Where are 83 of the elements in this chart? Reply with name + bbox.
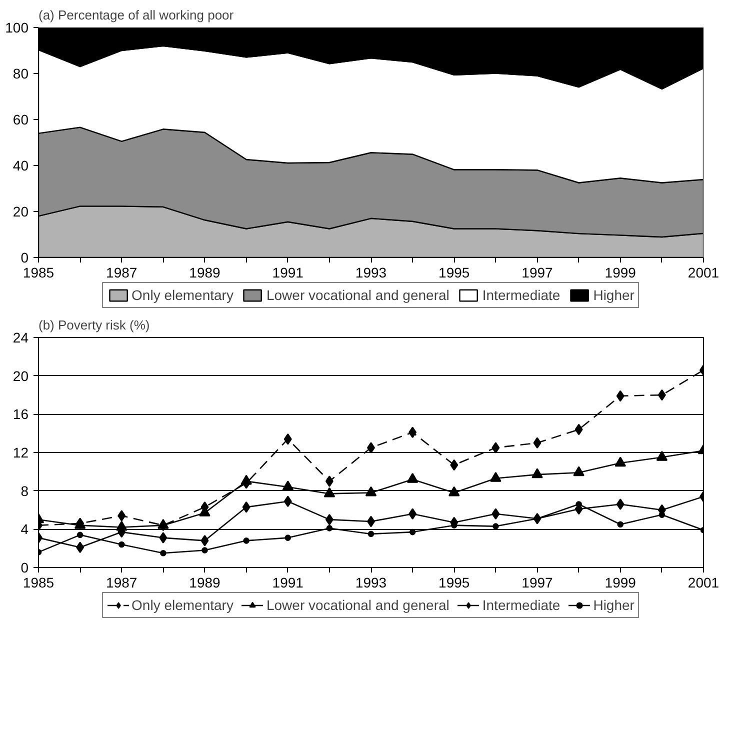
legend-label: Lower vocational and general — [266, 597, 450, 613]
legend-label: Intermediate — [482, 597, 560, 613]
point — [533, 437, 542, 449]
y-tick-label: 40 — [12, 158, 29, 174]
legend-label: Only elementary — [132, 597, 234, 613]
x-tick-label: 1997 — [522, 574, 554, 590]
point — [76, 542, 84, 554]
legend-label: Intermediate — [482, 287, 560, 303]
point — [200, 535, 209, 546]
y-tick-label: 8 — [20, 482, 29, 499]
legend-label: Only elementary — [132, 287, 234, 303]
point — [408, 508, 417, 520]
y-tick-label: 0 — [20, 250, 29, 266]
legend-label: Higher — [593, 287, 634, 303]
legend-label: Lower vocational and general — [266, 287, 450, 303]
y-tick-label: 0 — [20, 560, 29, 576]
x-tick-label: 1991 — [272, 264, 304, 280]
point — [202, 547, 208, 554]
point — [617, 521, 624, 528]
point — [282, 480, 294, 491]
x-tick-label: 1989 — [189, 264, 221, 280]
x-tick-label: 1985 — [22, 574, 54, 590]
point — [656, 450, 668, 461]
point — [658, 512, 666, 518]
chart-title: (a) Percentage of all working poor — [38, 8, 234, 22]
x-tick-label: 1999 — [604, 264, 636, 280]
point — [492, 508, 500, 520]
point — [490, 472, 502, 482]
y-tick-label: 20 — [12, 204, 29, 220]
x-tick-label: 1991 — [272, 574, 304, 590]
x-tick-label: 1993 — [355, 264, 387, 280]
point — [160, 550, 166, 556]
y-tick-label: 100 — [5, 20, 29, 36]
x-tick-label: 1995 — [438, 264, 470, 280]
x-tick-label: 1997 — [522, 264, 554, 280]
point — [284, 433, 292, 445]
chart-title: (b) Poverty risk (%) — [38, 318, 150, 332]
point — [325, 514, 334, 526]
x-tick-label: 1995 — [438, 574, 470, 590]
point — [532, 468, 543, 478]
legend-label: Higher — [593, 597, 634, 613]
point — [368, 530, 374, 538]
y-tick-label: 12 — [12, 444, 29, 460]
point — [616, 498, 624, 510]
x-tick-label: 1985 — [22, 264, 54, 280]
y-tick-label: 20 — [12, 368, 29, 384]
x-tick-label: 2001 — [688, 264, 720, 280]
y-tick-label: 24 — [12, 330, 29, 346]
point — [614, 456, 626, 467]
point — [574, 424, 583, 436]
x-tick-label: 1987 — [106, 574, 138, 590]
x-tick-label: 1999 — [604, 574, 636, 590]
point — [616, 390, 624, 402]
point — [658, 389, 666, 401]
point — [243, 538, 250, 544]
point — [492, 442, 500, 454]
point — [240, 474, 252, 485]
y-tick-label: 16 — [12, 406, 29, 422]
point — [406, 472, 418, 483]
point — [159, 532, 168, 544]
point — [450, 459, 458, 471]
y-tick-label: 4 — [20, 521, 29, 538]
point — [284, 534, 292, 541]
point — [326, 525, 333, 532]
point — [492, 523, 499, 530]
point — [365, 486, 377, 496]
point — [284, 496, 292, 508]
point — [573, 466, 584, 476]
point — [118, 541, 125, 548]
point — [324, 487, 336, 498]
point — [448, 486, 460, 496]
x-tick-label: 1989 — [189, 574, 221, 590]
point — [76, 532, 84, 538]
point — [242, 501, 250, 513]
x-tick-label: 1987 — [106, 264, 138, 280]
y-tick-label: 80 — [12, 66, 29, 82]
point — [408, 426, 417, 438]
point — [118, 510, 126, 522]
point — [409, 528, 416, 536]
point — [325, 476, 334, 487]
x-tick-label: 2001 — [688, 574, 720, 590]
x-tick-label: 1993 — [355, 574, 387, 590]
y-tick-label: 60 — [12, 112, 29, 128]
